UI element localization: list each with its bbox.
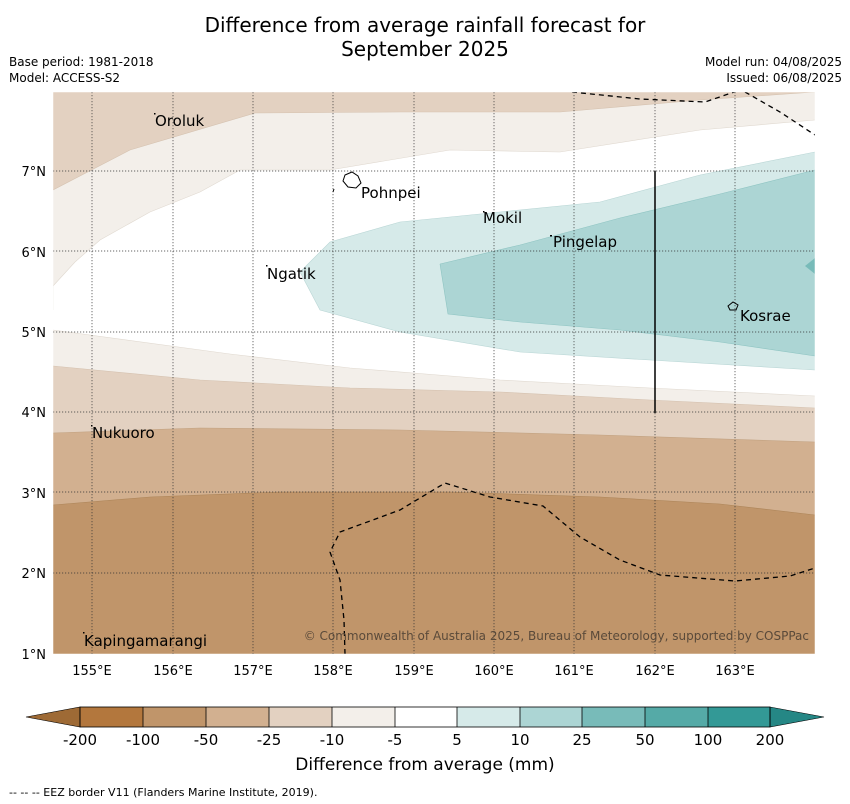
colorbar-tick: -5	[388, 731, 403, 749]
colorbar-label: Difference from average (mm)	[295, 755, 555, 775]
oroluk-island-mark	[154, 113, 156, 115]
meta-left: Base period: 1981-2018 Model: ACCESS-S2	[9, 54, 154, 86]
model-name: Model: ACCESS-S2	[9, 71, 121, 85]
lat-tick: 3°N	[22, 487, 47, 502]
ngatik-island-mark	[266, 265, 268, 267]
label-pohnpei: Pohnpei	[361, 184, 421, 202]
colorbar-tick: 5	[452, 731, 462, 749]
colorbar-extend-high	[769, 706, 825, 728]
lat-tick-labels: 1°N 2°N 3°N 4°N 5°N 6°N 7°N	[22, 165, 47, 663]
colorbar-tick: 10	[510, 731, 529, 749]
title-line-1: Difference from average rainfall forecas…	[204, 13, 646, 37]
eez-border	[329, 92, 815, 654]
nukuoro-island-mark	[91, 425, 93, 427]
colorbar-tick: 25	[572, 731, 591, 749]
band-10-25	[440, 170, 815, 356]
lat-tick: 4°N	[22, 406, 47, 421]
colorbar-extend-low	[25, 706, 81, 728]
colorbar-tick: 200	[756, 731, 785, 749]
kapingamarangi-island-mark	[83, 632, 85, 634]
label-kosrae: Kosrae	[740, 307, 791, 325]
issued-date: Issued: 06/08/2025	[726, 71, 842, 85]
lat-tick: 1°N	[22, 648, 47, 663]
colorbar-swatch	[645, 707, 708, 727]
colorbar-swatch	[457, 707, 520, 727]
colorbar-swatch	[269, 707, 332, 727]
copyright-notice: © Commonwealth of Australia 2025, Bureau…	[304, 629, 809, 643]
eez-footer-note: -- -- -- EEZ border V11 (Flanders Marine…	[9, 786, 318, 799]
colorbar-tick: -10	[320, 731, 345, 749]
lon-tick: 158°E	[313, 664, 353, 679]
lat-tick: 6°N	[22, 246, 47, 261]
colorbar-tick: -25	[257, 731, 282, 749]
lon-tick-labels: 155°E 156°E 157°E 158°E 159°E 160°E 161°…	[72, 664, 755, 679]
colorbar-swatch	[80, 707, 143, 727]
lon-tick: 161°E	[554, 664, 594, 679]
colorbar-swatch	[395, 707, 457, 727]
colorbar-tick: -200	[63, 731, 97, 749]
colorbar-swatch	[206, 707, 269, 727]
map-title: Difference from average rainfall forecas…	[0, 13, 850, 61]
colorbar-tick: 50	[635, 731, 654, 749]
pohnpei-island-shape	[342, 171, 362, 189]
title-line-2: September 2025	[341, 37, 509, 61]
meta-right: Model run: 04/08/2025 Issued: 06/08/2025	[705, 54, 842, 86]
colorbar-swatch	[708, 707, 770, 727]
colorbar-swatch	[143, 707, 206, 727]
lon-tick: 156°E	[153, 664, 193, 679]
lon-tick: 159°E	[394, 664, 434, 679]
mokil-island-mark	[483, 211, 485, 213]
colorbar-ticks: -200 -100 -50 -25 -10 -5 5 10 25 50 100 …	[63, 731, 784, 749]
colorbar-swatch	[520, 707, 582, 727]
kosrae-island-shape	[727, 301, 739, 311]
label-kapingamarangi: Kapingamarangi	[84, 632, 207, 650]
lat-tick: 7°N	[22, 165, 47, 180]
ant-atoll-shape	[332, 188, 335, 193]
colorbar: -200 -100 -50 -25 -10 -5 5 10 25 50 100 …	[25, 706, 825, 749]
label-ngatik: Ngatik	[267, 265, 316, 283]
lon-tick: 160°E	[474, 664, 514, 679]
rainfall-contours	[53, 92, 815, 654]
base-period: Base period: 1981-2018	[9, 55, 154, 69]
pingelap-island-mark	[550, 235, 552, 237]
place-labels: Oroluk Pohnpei Mokil Pingelap Ngatik Kos…	[84, 112, 791, 650]
colorbar-swatch	[582, 707, 645, 727]
colorbar-swatch	[332, 707, 395, 727]
lon-tick: 163°E	[715, 664, 755, 679]
lat-tick: 2°N	[22, 567, 47, 582]
lon-tick: 155°E	[72, 664, 112, 679]
label-pingelap: Pingelap	[553, 233, 617, 251]
colorbar-tick: -100	[126, 731, 160, 749]
lat-tick: 5°N	[22, 326, 47, 341]
label-nukuoro: Nukuoro	[92, 424, 155, 442]
label-mokil: Mokil	[483, 209, 522, 227]
band-25-50	[805, 258, 815, 274]
lon-tick: 162°E	[635, 664, 675, 679]
map-gridlines	[53, 92, 815, 654]
model-run: Model run: 04/08/2025	[704, 55, 842, 69]
lon-tick: 157°E	[233, 664, 273, 679]
label-oroluk: Oroluk	[155, 112, 204, 130]
colorbar-tick: -50	[194, 731, 219, 749]
colorbar-tick: 100	[694, 731, 723, 749]
